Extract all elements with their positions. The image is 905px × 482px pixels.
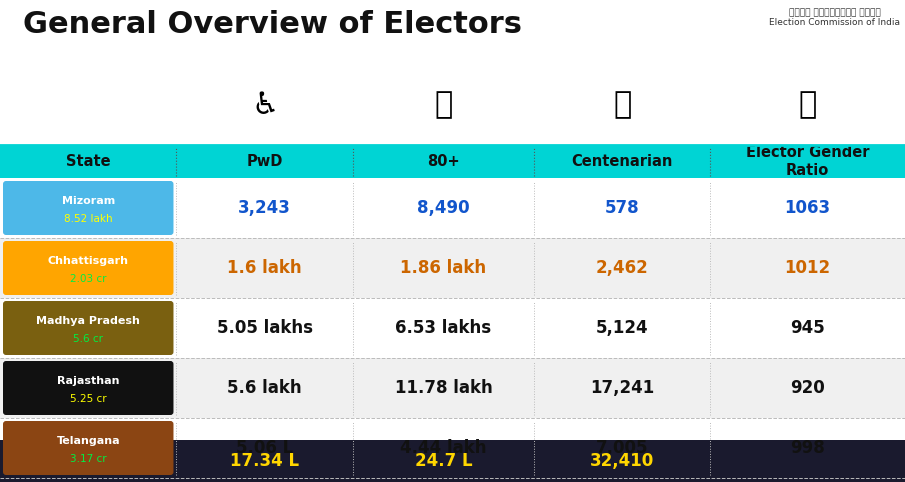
Text: Rajasthan: Rajasthan	[57, 376, 119, 386]
Text: 8.52 lakh: 8.52 lakh	[64, 214, 112, 224]
Text: Madhya Pradesh: Madhya Pradesh	[36, 316, 140, 326]
Text: 👩: 👩	[798, 91, 817, 120]
Text: State: State	[66, 154, 110, 169]
Text: Mizoram: Mizoram	[62, 196, 115, 206]
Text: 32,410: 32,410	[590, 452, 654, 470]
Text: 5.6 cr: 5.6 cr	[73, 334, 103, 344]
Text: 5,124: 5,124	[595, 319, 649, 337]
Text: 945: 945	[790, 319, 825, 337]
Bar	[0, 418, 905, 478]
Text: 7,005: 7,005	[595, 439, 649, 457]
Text: 11.78 lakh: 11.78 lakh	[395, 379, 492, 397]
Text: 5.6 lakh: 5.6 lakh	[227, 379, 302, 397]
Text: 998: 998	[790, 439, 825, 457]
FancyBboxPatch shape	[3, 361, 174, 415]
Text: भारत निर्वाचन आयोग
Election Commission of India: भारत निर्वाचन आयोग Election Commission o…	[769, 8, 900, 27]
Text: 1.6 lakh: 1.6 lakh	[227, 259, 302, 277]
Text: 5.06 L: 5.06 L	[236, 439, 293, 457]
Text: Telangana: Telangana	[56, 436, 120, 446]
Text: 1063: 1063	[785, 199, 831, 217]
Text: 1.86 lakh: 1.86 lakh	[400, 259, 487, 277]
Text: 5.05 lakhs: 5.05 lakhs	[216, 319, 313, 337]
Text: ♿: ♿	[251, 91, 279, 120]
Text: 5.25 cr: 5.25 cr	[70, 394, 107, 404]
Text: 2.03 cr: 2.03 cr	[70, 274, 107, 284]
Bar	[0, 298, 905, 358]
FancyBboxPatch shape	[3, 421, 174, 475]
Text: 👴: 👴	[613, 91, 632, 120]
Text: 1012: 1012	[785, 259, 831, 277]
Bar	[0, 358, 905, 418]
Text: 2,462: 2,462	[595, 259, 649, 277]
Text: 8,490: 8,490	[417, 199, 470, 217]
Text: 🧓: 🧓	[434, 91, 452, 120]
FancyBboxPatch shape	[3, 301, 174, 355]
Text: General Overview of Electors: General Overview of Electors	[23, 10, 521, 39]
Bar	[0, 440, 905, 482]
Text: Chhattisgarh: Chhattisgarh	[48, 256, 129, 266]
Text: 3.17 cr: 3.17 cr	[70, 454, 107, 464]
Text: 920: 920	[790, 379, 825, 397]
Text: 4.44 lakh: 4.44 lakh	[400, 439, 487, 457]
Text: 3,243: 3,243	[238, 199, 291, 217]
Text: 6.53 lakhs: 6.53 lakhs	[395, 319, 491, 337]
Text: 24.7 L: 24.7 L	[414, 452, 472, 470]
Bar	[0, 145, 905, 178]
Text: 80+: 80+	[427, 154, 460, 169]
Bar	[0, 238, 905, 298]
Text: PwD: PwD	[246, 154, 283, 169]
Text: 17,241: 17,241	[590, 379, 654, 397]
Bar	[0, 178, 905, 238]
FancyBboxPatch shape	[3, 181, 174, 235]
FancyBboxPatch shape	[3, 241, 174, 295]
Text: TOTAL: TOTAL	[56, 452, 120, 470]
Text: 17.34 L: 17.34 L	[230, 452, 300, 470]
Text: Elector Gender
Ratio: Elector Gender Ratio	[746, 145, 870, 178]
Text: Centenarian: Centenarian	[571, 154, 673, 169]
Text: 578: 578	[605, 199, 640, 217]
